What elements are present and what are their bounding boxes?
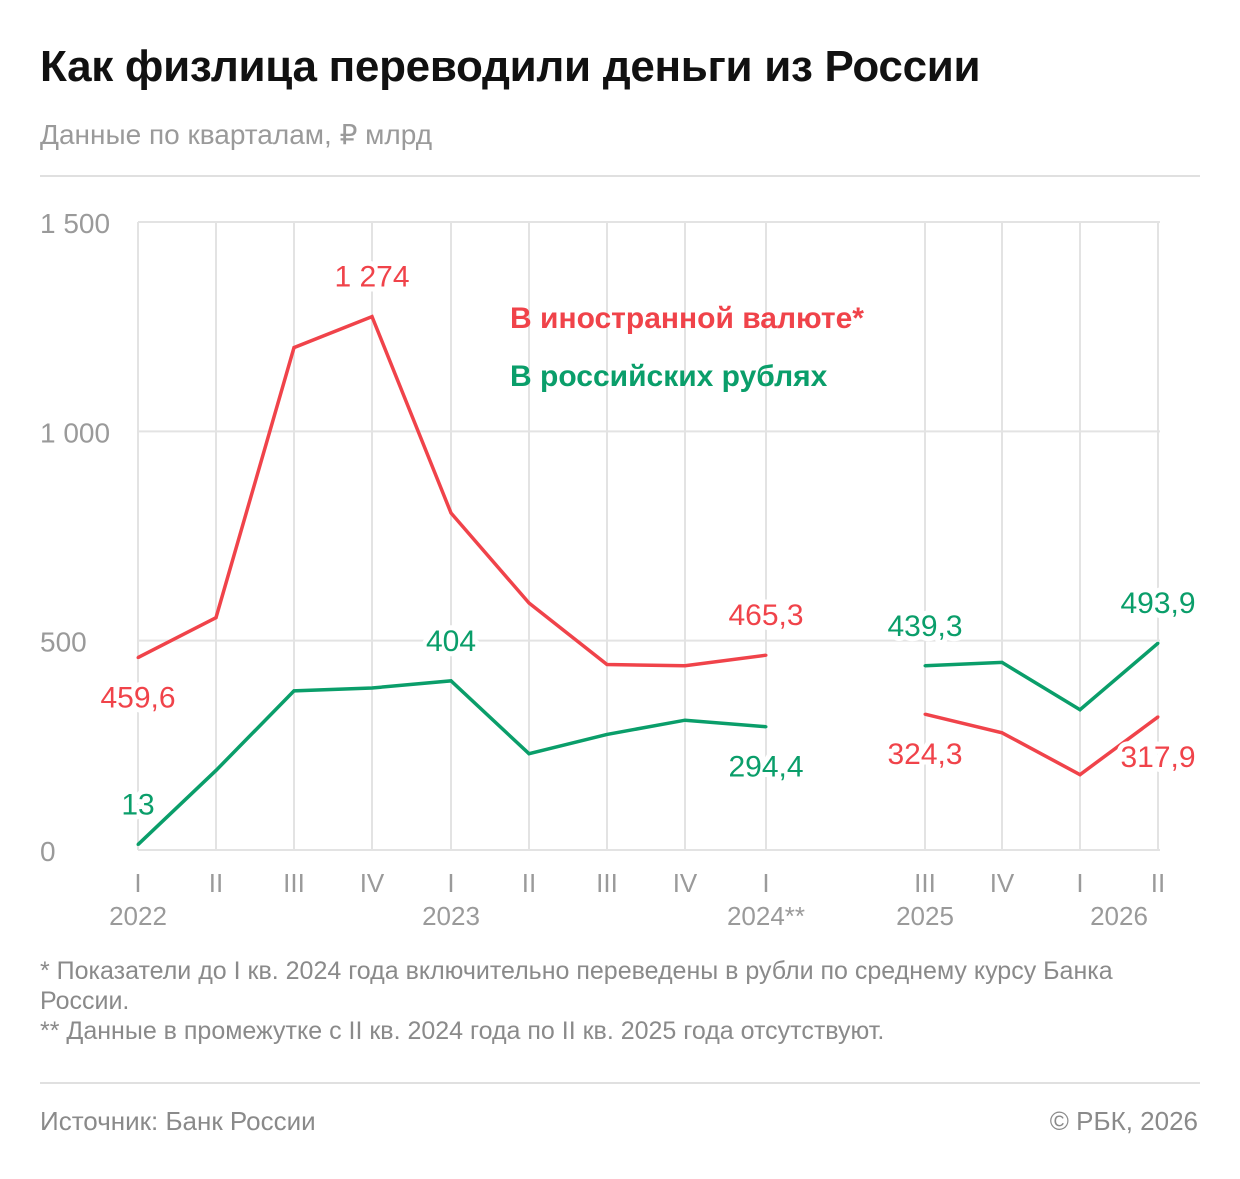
data-point [1156,715,1160,719]
bottom-divider [40,1082,1200,1084]
x-tick-label: I [1076,868,1083,898]
data-point [923,664,927,668]
chart-title: Как физлица переводили деньги из России [40,42,981,91]
x-tick-label: III [914,868,936,898]
data-point [449,511,453,515]
x-tick-label: III [283,868,305,898]
data-point [449,679,453,683]
data-point [683,718,687,722]
x-tick-label: I [762,868,769,898]
legend-item: В иностранной валюте* [510,302,864,335]
y-tick-label: 1 500 [40,208,110,239]
data-point [527,752,531,756]
series-line [924,712,1160,777]
series-line [924,641,1160,712]
year-label: 2022 [109,901,167,931]
data-point [683,664,687,668]
footnote-1: * Показатели до I кв. 2024 года включите… [40,957,1113,1015]
data-point [605,732,609,736]
data-point [214,616,218,620]
data-point [292,346,296,350]
data-point [1000,660,1004,664]
data-label: 324,3 [887,738,962,771]
copyright-label: © РБК, 2026 [1049,1106,1198,1136]
year-label: 2026 [1090,901,1148,931]
legend-item: В российских рублях [510,360,828,393]
x-tick-label: II [1151,868,1165,898]
data-label: 465,3 [728,599,803,632]
data-point [923,712,927,716]
data-point [370,686,374,690]
footnotes: * Показатели до I кв. 2024 года включите… [40,956,1190,1046]
data-label: 294,4 [728,751,803,784]
data-label: 1 274 [334,261,409,294]
x-tick-label: II [522,868,536,898]
data-label: 317,9 [1120,741,1195,774]
y-tick-label: 1 000 [40,417,110,448]
y-tick-label: 0 [40,836,56,867]
data-point [1156,641,1160,645]
data-point [1078,773,1082,777]
data-label: 404 [426,625,476,658]
y-tick-label: 500 [40,627,87,658]
x-tick-label: IV [673,868,698,898]
x-tick-label: I [134,868,141,898]
data-point [764,725,768,729]
data-point [1000,731,1004,735]
chart-subtitle: Данные по кварталам, ₽ млрд [40,119,433,150]
data-label: 459,6 [100,682,175,715]
year-label: 2023 [422,901,480,931]
top-divider [40,175,1200,177]
data-point [214,768,218,772]
x-tick-label: III [596,868,618,898]
data-point [370,315,374,319]
data-point [1078,708,1082,712]
data-point [136,843,140,847]
data-label: 493,9 [1120,587,1195,620]
data-point [764,653,768,657]
x-tick-label: IV [360,868,385,898]
footnote-2: ** Данные в промежутке с II кв. 2024 год… [40,1017,885,1045]
year-label: 2025 [896,901,954,931]
x-tick-label: IV [990,868,1015,898]
data-point [136,656,140,660]
x-tick-label: I [447,868,454,898]
data-point [292,689,296,693]
source-label: Источник: Банк России [40,1106,316,1136]
x-tick-label: II [209,868,223,898]
data-label: 439,3 [887,610,962,643]
data-label: 13 [121,789,154,822]
data-point [605,663,609,667]
data-point [527,601,531,605]
year-label: 2024** [727,901,805,931]
